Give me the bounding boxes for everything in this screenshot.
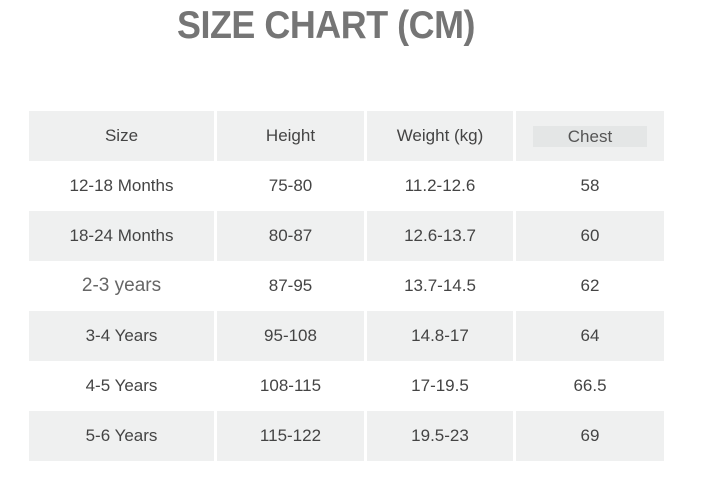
table-row: 4-5 Years 108-115 17-19.5 66.5 [29,361,664,411]
table-row: 5-6 Years 115-122 19.5-23 69 [29,411,664,461]
cell-weight: 19.5-23 [367,411,513,461]
cell-size: 5-6 Years [29,411,214,461]
cell-weight: 14.8-17 [367,311,513,361]
cell-size: 12-18 Months [69,176,174,195]
cell-weight: 12.6-13.7 [367,211,513,261]
cell-height: 115-122 [217,411,364,461]
header-chest-cell: Chest [516,111,664,161]
cell-height: 80-87 [217,211,364,261]
cell-height: 95-108 [217,311,364,361]
cell-height: 87-95 [268,276,313,295]
cell-size: 2-3 years [81,275,162,296]
cell-chest: 60 [516,211,664,261]
cell-weight: 17-19.5 [411,376,469,395]
cell-chest: 62 [580,276,600,295]
header-height: Height [217,111,364,161]
cell-height: 75-80 [268,176,313,195]
cell-size: 4-5 Years [85,376,158,395]
header-chest: Chest [533,125,647,147]
cell-chest: 64 [516,311,664,361]
size-chart-table: Size Height Weight (kg) Chest 12-18 Mont… [26,111,667,461]
cell-height: 108-115 [259,376,322,395]
cell-chest: 69 [516,411,664,461]
table-row: 3-4 Years 95-108 14.8-17 64 [29,311,664,361]
cell-weight: 11.2-12.6 [404,176,476,195]
cell-weight: 13.7-14.5 [404,276,476,295]
cell-chest: 58 [580,176,600,195]
page-title: SIZE CHART (CM) [176,4,476,47]
table-row: 12-18 Months 75-80 11.2-12.6 58 [29,161,664,211]
table-row: 18-24 Months 80-87 12.6-13.7 60 [29,211,664,261]
cell-size: 18-24 Months [29,211,214,261]
table-row: 2-3 years 87-95 13.7-14.5 62 [29,261,664,311]
header-size: Size [29,111,214,161]
cell-size: 3-4 Years [29,311,214,361]
table-header-row: Size Height Weight (kg) Chest [29,111,664,161]
cell-chest: 66.5 [573,376,607,395]
header-weight: Weight (kg) [367,111,513,161]
